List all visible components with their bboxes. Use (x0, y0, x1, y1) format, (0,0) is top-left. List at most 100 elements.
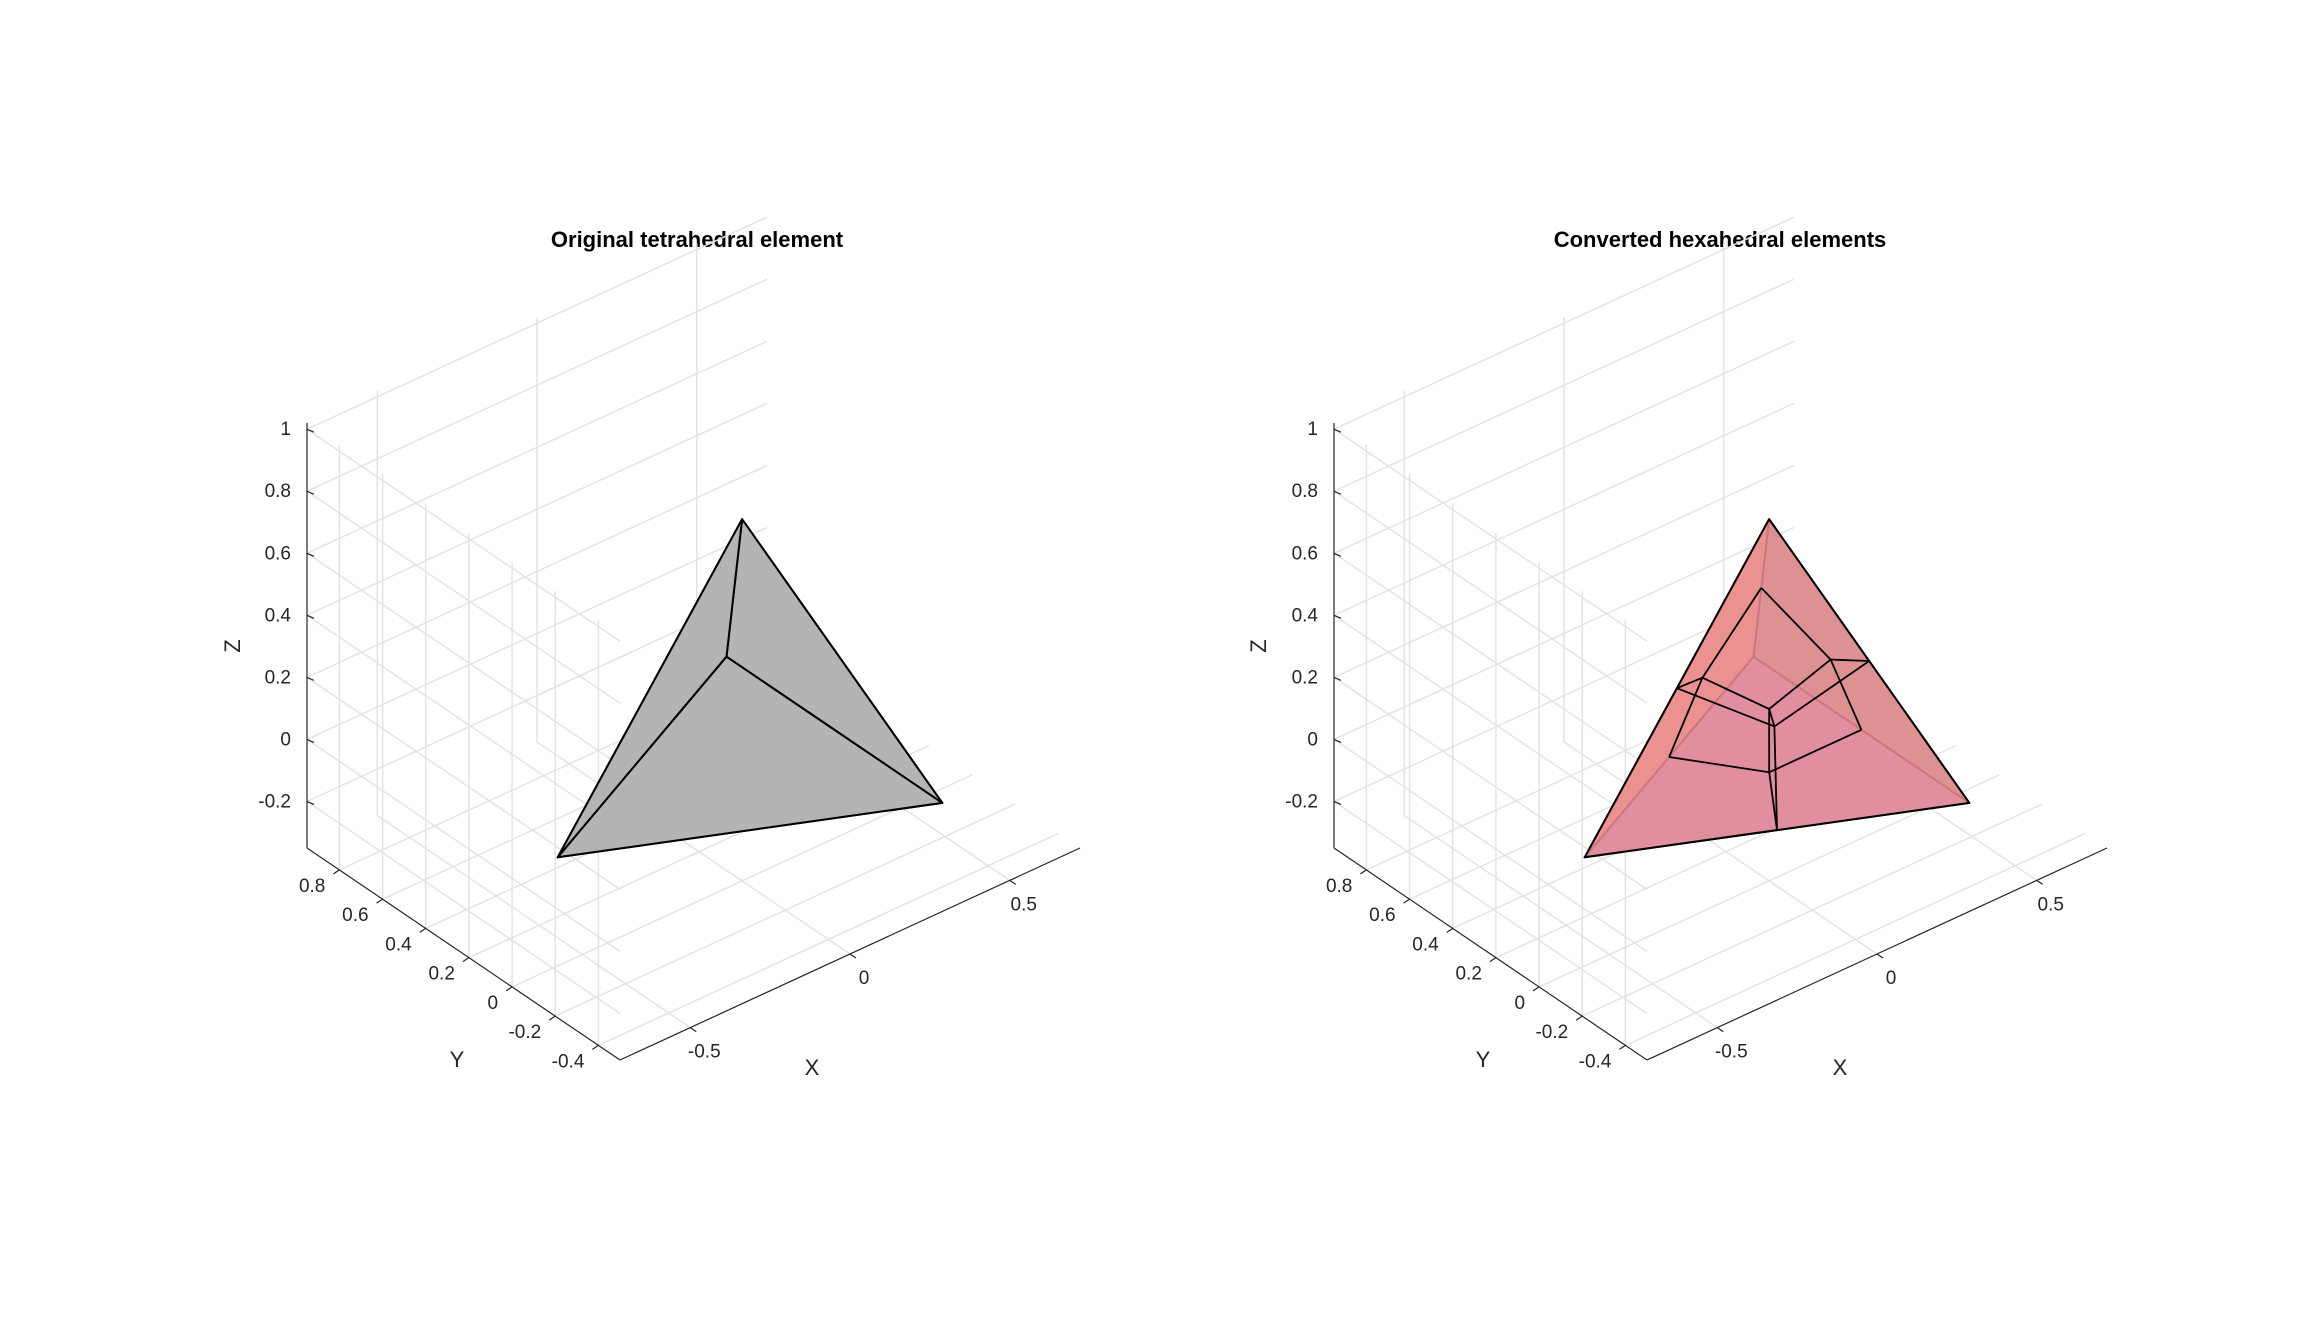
right-axes: Converted hexahedral elements -0.500.5-0… (1246, 216, 2108, 1080)
right-title: Converted hexahedral elements (1554, 227, 1887, 252)
z-tick (1333, 800, 1342, 806)
z-tick-label: 0.2 (265, 667, 291, 688)
x-tick-label: 0.5 (1011, 894, 1037, 915)
z-tick (306, 676, 315, 681)
z-tick (306, 428, 315, 433)
x-tick (1009, 879, 1017, 885)
y-tick (1403, 898, 1410, 904)
z-tick-label: -0.2 (258, 791, 291, 812)
x-tick-label: 0.5 (2038, 894, 2064, 915)
z-tick-label: 1 (280, 419, 291, 440)
z-tick (1333, 676, 1342, 681)
x-tick-label: 0 (1886, 968, 1897, 989)
z-tick (306, 800, 315, 806)
z-tick-label: 0.2 (1292, 667, 1318, 688)
x-tick (849, 953, 857, 959)
z-tick (306, 490, 315, 495)
y-tick (592, 1044, 599, 1050)
right-ticks: -0.5 0 0.5 -0.4 -0.2 0 0.2 0.4 0.6 0.8 -0.2 0 0.2 0.4… (1285, 419, 2108, 1072)
hex-edge (1830, 658, 1870, 662)
hex-edge (1773, 660, 1870, 728)
z-tick (1333, 552, 1342, 557)
x-tick (2036, 879, 2044, 885)
y-tick-label: 0 (1514, 993, 1525, 1014)
y-tick-label: 0.8 (1326, 876, 1352, 897)
y-tick-label: -0.2 (508, 1022, 541, 1043)
left-axes: Original tetrahedral element -0.500.5-0.… (220, 216, 1081, 1080)
z-tick-label: 0.6 (265, 543, 291, 564)
x-tick (689, 1027, 697, 1033)
hex-edge (1768, 772, 1778, 831)
hex-edge (1676, 687, 1775, 728)
gridline-x (536, 317, 851, 955)
right-xlabel: X (1833, 1055, 1848, 1080)
tet-face-3 (556, 655, 944, 859)
hex-edge (1668, 756, 1770, 774)
y-tick-label: 0 (487, 993, 498, 1014)
y-tick (1575, 1015, 1583, 1021)
y-tick-label: 0.2 (1455, 964, 1481, 985)
y-tick (1532, 986, 1540, 992)
y-tick-label: -0.4 (1579, 1051, 1612, 1072)
z-tick-label: 0.8 (265, 481, 291, 502)
hex-edge (1701, 587, 1763, 679)
hex-edge (1676, 676, 1703, 690)
z-tick-label: 0.4 (1292, 605, 1319, 626)
z-tick-label: 0.6 (1292, 543, 1318, 564)
z-tick-label: 0 (280, 729, 291, 750)
gridline-x (376, 390, 691, 1029)
x-tick-label: -0.5 (688, 1042, 721, 1063)
y-tick (333, 869, 340, 875)
hex-edge (1760, 587, 1832, 661)
y-tick (1619, 1044, 1626, 1050)
y-tick (1360, 869, 1367, 875)
right-ylabel: Y (1476, 1047, 1491, 1072)
z-tick (306, 614, 315, 619)
x-tick (1876, 953, 1884, 959)
y-tick-label: 0.4 (1412, 934, 1439, 955)
x-tick-label: 0 (859, 968, 870, 989)
left-ticks: -0.5 0 0.5 -0.4 -0.2 0 0.2 0.4 0.6 0.8 -0.2 0 0.2 0.4… (258, 419, 1081, 1072)
hex-edge (1668, 677, 1704, 758)
hex-edge (1829, 659, 1863, 731)
y-tick-label: 0.4 (385, 934, 412, 955)
z-tick (306, 738, 315, 743)
y-tick-label: 0.8 (299, 876, 325, 897)
y-tick (462, 957, 470, 963)
y-axis-line (1333, 847, 1648, 1061)
y-tick-label: 0.2 (428, 964, 454, 985)
right-faces (1583, 518, 1971, 859)
hex-edge (1773, 726, 1778, 831)
y-tick-label: 0.6 (1369, 905, 1395, 926)
y-tick (376, 898, 383, 904)
x-tick-label: -0.5 (1715, 1042, 1748, 1063)
y-tick-label: -0.2 (1535, 1022, 1568, 1043)
z-tick-label: 0.4 (265, 605, 292, 626)
right-zlabel: Z (1246, 639, 1271, 652)
left-xlabel: X (805, 1055, 820, 1080)
left-faces (556, 518, 944, 859)
z-tick-label: -0.2 (1285, 791, 1318, 812)
hex-edge-center (1702, 676, 1770, 710)
x-tick (1716, 1027, 1724, 1033)
y-tick (505, 986, 513, 992)
hex-edge (1768, 728, 1862, 774)
z-tick (306, 552, 315, 557)
y-tick (419, 927, 427, 933)
y-tick (1489, 957, 1497, 963)
z-tick (1333, 490, 1342, 495)
y-axis-line (306, 847, 621, 1061)
y-tick-label: 0.6 (342, 905, 368, 926)
left-ylabel: Y (450, 1047, 465, 1072)
z-tick (1333, 428, 1342, 433)
y-tick (548, 1015, 556, 1021)
z-tick-label: 0 (1307, 729, 1318, 750)
gridline-x (1563, 317, 1878, 955)
y-tick (1446, 927, 1454, 933)
z-tick-label: 1 (1307, 419, 1318, 440)
z-tick (1333, 614, 1342, 619)
gridline-x (1403, 390, 1718, 1029)
y-tick-label: -0.4 (552, 1051, 585, 1072)
hex-edge-center (1768, 658, 1832, 710)
